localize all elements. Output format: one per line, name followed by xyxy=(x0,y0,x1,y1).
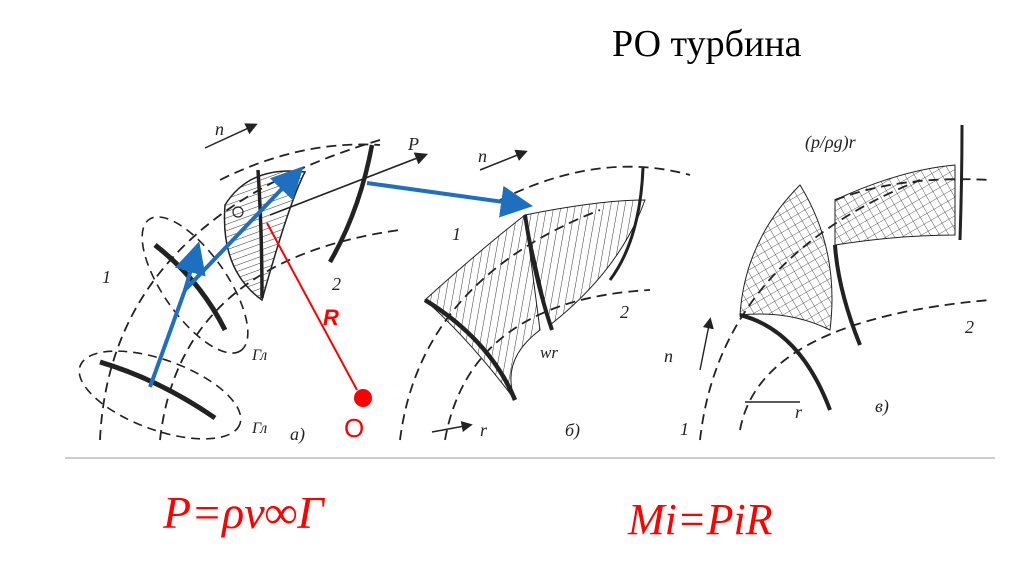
label-P: P xyxy=(407,134,419,154)
label-r-v: r xyxy=(795,402,803,422)
label-n-v: n xyxy=(664,346,673,366)
label-v: в) xyxy=(875,396,889,417)
label-gamma-l: Гл xyxy=(251,347,267,364)
moment-formula: Mi=PiR xyxy=(628,495,773,544)
label-r-b: r xyxy=(480,420,488,440)
lift-force-formula: P=ρv∞Γ xyxy=(163,487,324,538)
label-a: а) xyxy=(290,424,305,445)
label-2-v: 2 xyxy=(965,317,974,337)
slide-title: РО турбина xyxy=(612,23,802,65)
center-point xyxy=(354,389,372,407)
label-1-b: 1 xyxy=(452,224,461,244)
radius-line xyxy=(266,222,358,391)
label-wr: wr xyxy=(540,343,558,362)
label-n: n xyxy=(215,119,224,139)
label-gamma-l-2: Гл xyxy=(251,420,267,437)
radius-label: R xyxy=(323,305,339,330)
scanned-figure: n P 1 2 Гл Гл а) n 1 2 wr r б) (p/ρg)r xyxy=(65,119,995,459)
label-1: 1 xyxy=(102,267,111,287)
label-2-b: 2 xyxy=(620,302,629,322)
label-pressure: (p/ρg)r xyxy=(805,132,857,153)
label-b: б) xyxy=(565,420,580,441)
label-n-b: n xyxy=(478,146,487,166)
center-label: O xyxy=(344,413,364,443)
label-1-v: 1 xyxy=(680,419,689,439)
blue-force-arrows xyxy=(148,166,533,388)
label-2: 2 xyxy=(332,274,341,294)
